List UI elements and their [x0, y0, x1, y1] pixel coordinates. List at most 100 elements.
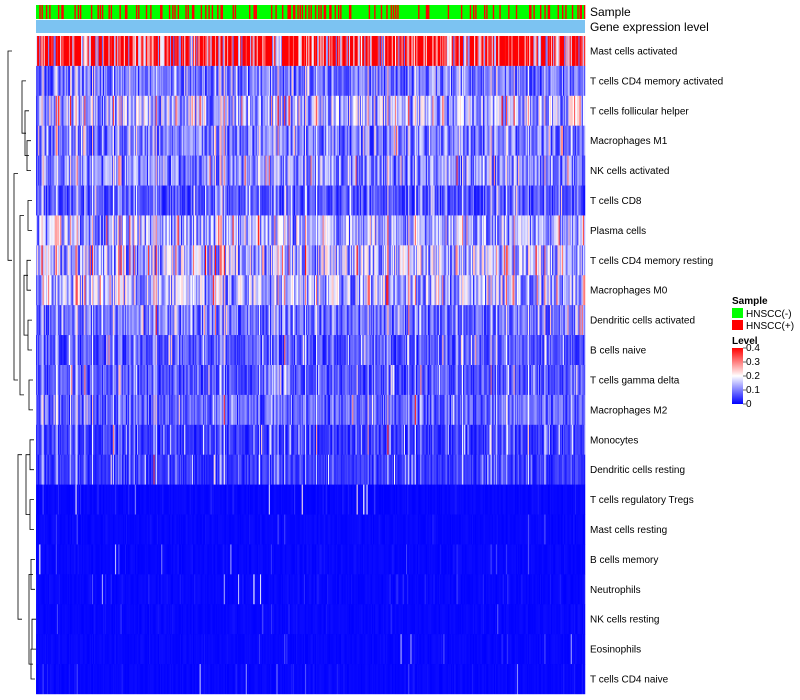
heatmap-cell [239, 185, 241, 216]
heatmap-cell [376, 245, 378, 276]
heatmap-cell [67, 185, 70, 216]
heatmap-cell [220, 125, 222, 156]
heatmap-cell [345, 185, 347, 216]
heatmap-cell [145, 245, 148, 276]
heatmap-cell [516, 215, 519, 246]
sample-mark-positive [539, 5, 542, 19]
heatmap-cell [156, 245, 159, 276]
heatmap-cell [45, 185, 48, 216]
heatmap-cell [530, 65, 532, 97]
heatmap-cell [289, 185, 291, 216]
heatmap-cell [71, 155, 73, 186]
heatmap-cell [324, 36, 327, 67]
heatmap-cell [520, 245, 522, 276]
heatmap-cell [369, 36, 372, 67]
heatmap-cell [521, 65, 523, 97]
heatmap-cell [72, 95, 74, 126]
heatmap-cell [256, 185, 259, 216]
heatmap-cell [478, 95, 480, 126]
heatmap-cell [200, 215, 203, 246]
heatmap-cell [468, 65, 470, 97]
heatmap-cell [332, 215, 334, 246]
heatmap-cell [404, 95, 407, 126]
heatmap-cell [108, 275, 110, 306]
heatmap-cell [36, 185, 38, 216]
heatmap-cell [364, 185, 366, 216]
heatmap-cell [115, 215, 117, 246]
heatmap-cell [246, 65, 249, 97]
heatmap-cell [493, 245, 496, 276]
heatmap-cell [542, 245, 544, 276]
heatmap-cell [574, 95, 576, 126]
heatmap-cell [95, 155, 97, 186]
heatmap-cell [583, 275, 586, 306]
heatmap-cell [99, 95, 102, 126]
heatmap-cell [295, 155, 297, 186]
heatmap-cell [571, 125, 574, 156]
heatmap-cell [236, 215, 239, 246]
heatmap-cell [571, 245, 574, 276]
heatmap-cell [184, 185, 186, 216]
heatmap-cell [63, 215, 65, 246]
heatmap-cell [305, 215, 307, 246]
heatmap-cell [134, 65, 137, 97]
heatmap-cell [471, 245, 474, 276]
heatmap-cell [141, 65, 143, 97]
heatmap-cell [393, 155, 396, 186]
heatmap-cell [483, 155, 486, 186]
heatmap-cell [161, 125, 163, 156]
heatmap-cell [162, 155, 164, 186]
heatmap-cell [142, 245, 144, 276]
heatmap-cell [102, 245, 105, 276]
heatmap-cell [92, 155, 94, 186]
heatmap-cell [434, 275, 436, 306]
heatmap-cell [557, 245, 559, 276]
heatmap-cell [243, 185, 245, 216]
heatmap-cell [531, 36, 533, 67]
heatmap-cell [431, 155, 433, 186]
heatmap-cell [325, 65, 328, 97]
heatmap-cell [366, 185, 368, 216]
heatmap-cell [51, 185, 53, 216]
heatmap-cell [341, 65, 343, 97]
heatmap-cell [160, 185, 162, 216]
heatmap-cell [330, 36, 332, 67]
heatmap-cell [395, 155, 397, 186]
heatmap-cell [208, 275, 210, 306]
heatmap-cell [262, 275, 264, 306]
heatmap-cell [300, 185, 302, 216]
heatmap-cell [387, 125, 389, 156]
heatmap-cell [208, 36, 210, 67]
heatmap-cell [283, 185, 285, 216]
heatmap-cell [359, 36, 362, 67]
heatmap-cell [142, 95, 144, 126]
heatmap-cell [477, 275, 479, 306]
heatmap-cell [382, 155, 385, 186]
heatmap-cell [518, 185, 520, 216]
heatmap-cell [104, 95, 106, 126]
heatmap-cell [279, 245, 282, 276]
heatmap-cell [412, 125, 414, 156]
heatmap-cell [249, 125, 251, 156]
heatmap-cell [222, 125, 225, 156]
heatmap-cell [559, 215, 562, 246]
heatmap-cell [523, 215, 525, 246]
heatmap-cell [211, 275, 214, 306]
heatmap-cell [211, 155, 214, 186]
heatmap-cell [286, 185, 288, 216]
heatmap-cell [113, 95, 116, 126]
heatmap-cell [287, 125, 289, 156]
heatmap-cell [74, 185, 76, 216]
heatmap-cell [115, 185, 117, 216]
heatmap-cell [460, 65, 463, 97]
heatmap-cell [157, 155, 160, 186]
heatmap-cell [64, 245, 66, 276]
heatmap-cell [435, 185, 438, 216]
heatmap-cell [118, 125, 120, 156]
heatmap-cell [241, 65, 243, 97]
heatmap-cell [78, 245, 81, 276]
heatmap-cell [294, 275, 296, 306]
heatmap-cell [137, 155, 139, 186]
heatmap-cell [463, 275, 465, 306]
heatmap-cell [487, 185, 489, 216]
